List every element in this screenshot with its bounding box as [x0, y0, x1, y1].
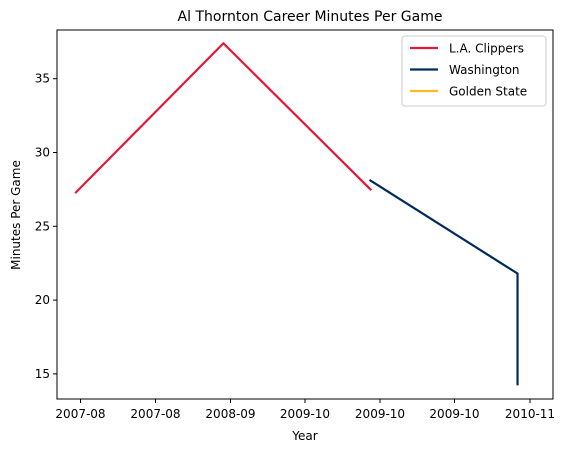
- x-tick-label: 2009-10: [429, 407, 479, 421]
- x-tick-label: 2008-09: [205, 407, 255, 421]
- y-tick-label: 20: [35, 293, 50, 307]
- x-tick-label: 2007-08: [55, 407, 105, 421]
- x-axis-label: Year: [291, 429, 317, 443]
- legend-box: [401, 35, 547, 107]
- x-tick-label: 2010-11: [505, 407, 555, 421]
- series-line-washington: [368, 179, 519, 386]
- x-tick-label: 2009-10: [280, 407, 330, 421]
- series-layer: [74, 42, 519, 386]
- y-tick-label: 25: [35, 219, 50, 233]
- y-axis-ticks: 15 20 25 30 35: [35, 72, 57, 381]
- y-tick-label: 35: [35, 72, 50, 86]
- chart-title: Al Thornton Career Minutes Per Game: [178, 9, 443, 25]
- x-tick-label: 2009-10: [355, 407, 405, 421]
- x-tick-label: 2007-08: [130, 407, 180, 421]
- series-line-l-a-clippers: [74, 42, 373, 194]
- legend-label-l-a-clippers: L.A. Clippers: [449, 42, 524, 56]
- legend-label-washington: Washington: [449, 63, 520, 77]
- legend-label-golden-state: Golden State: [449, 85, 527, 99]
- y-tick-label: 30: [35, 146, 50, 160]
- x-axis-ticks: 2007-08 2007-08 2008-09 2009-10 2009-10 2009-…: [55, 399, 555, 421]
- y-axis-label: Minutes Per Game: [9, 160, 23, 270]
- y-tick-label: 15: [35, 367, 50, 381]
- legend: L.A. Clippers Washington Golden State: [401, 35, 547, 107]
